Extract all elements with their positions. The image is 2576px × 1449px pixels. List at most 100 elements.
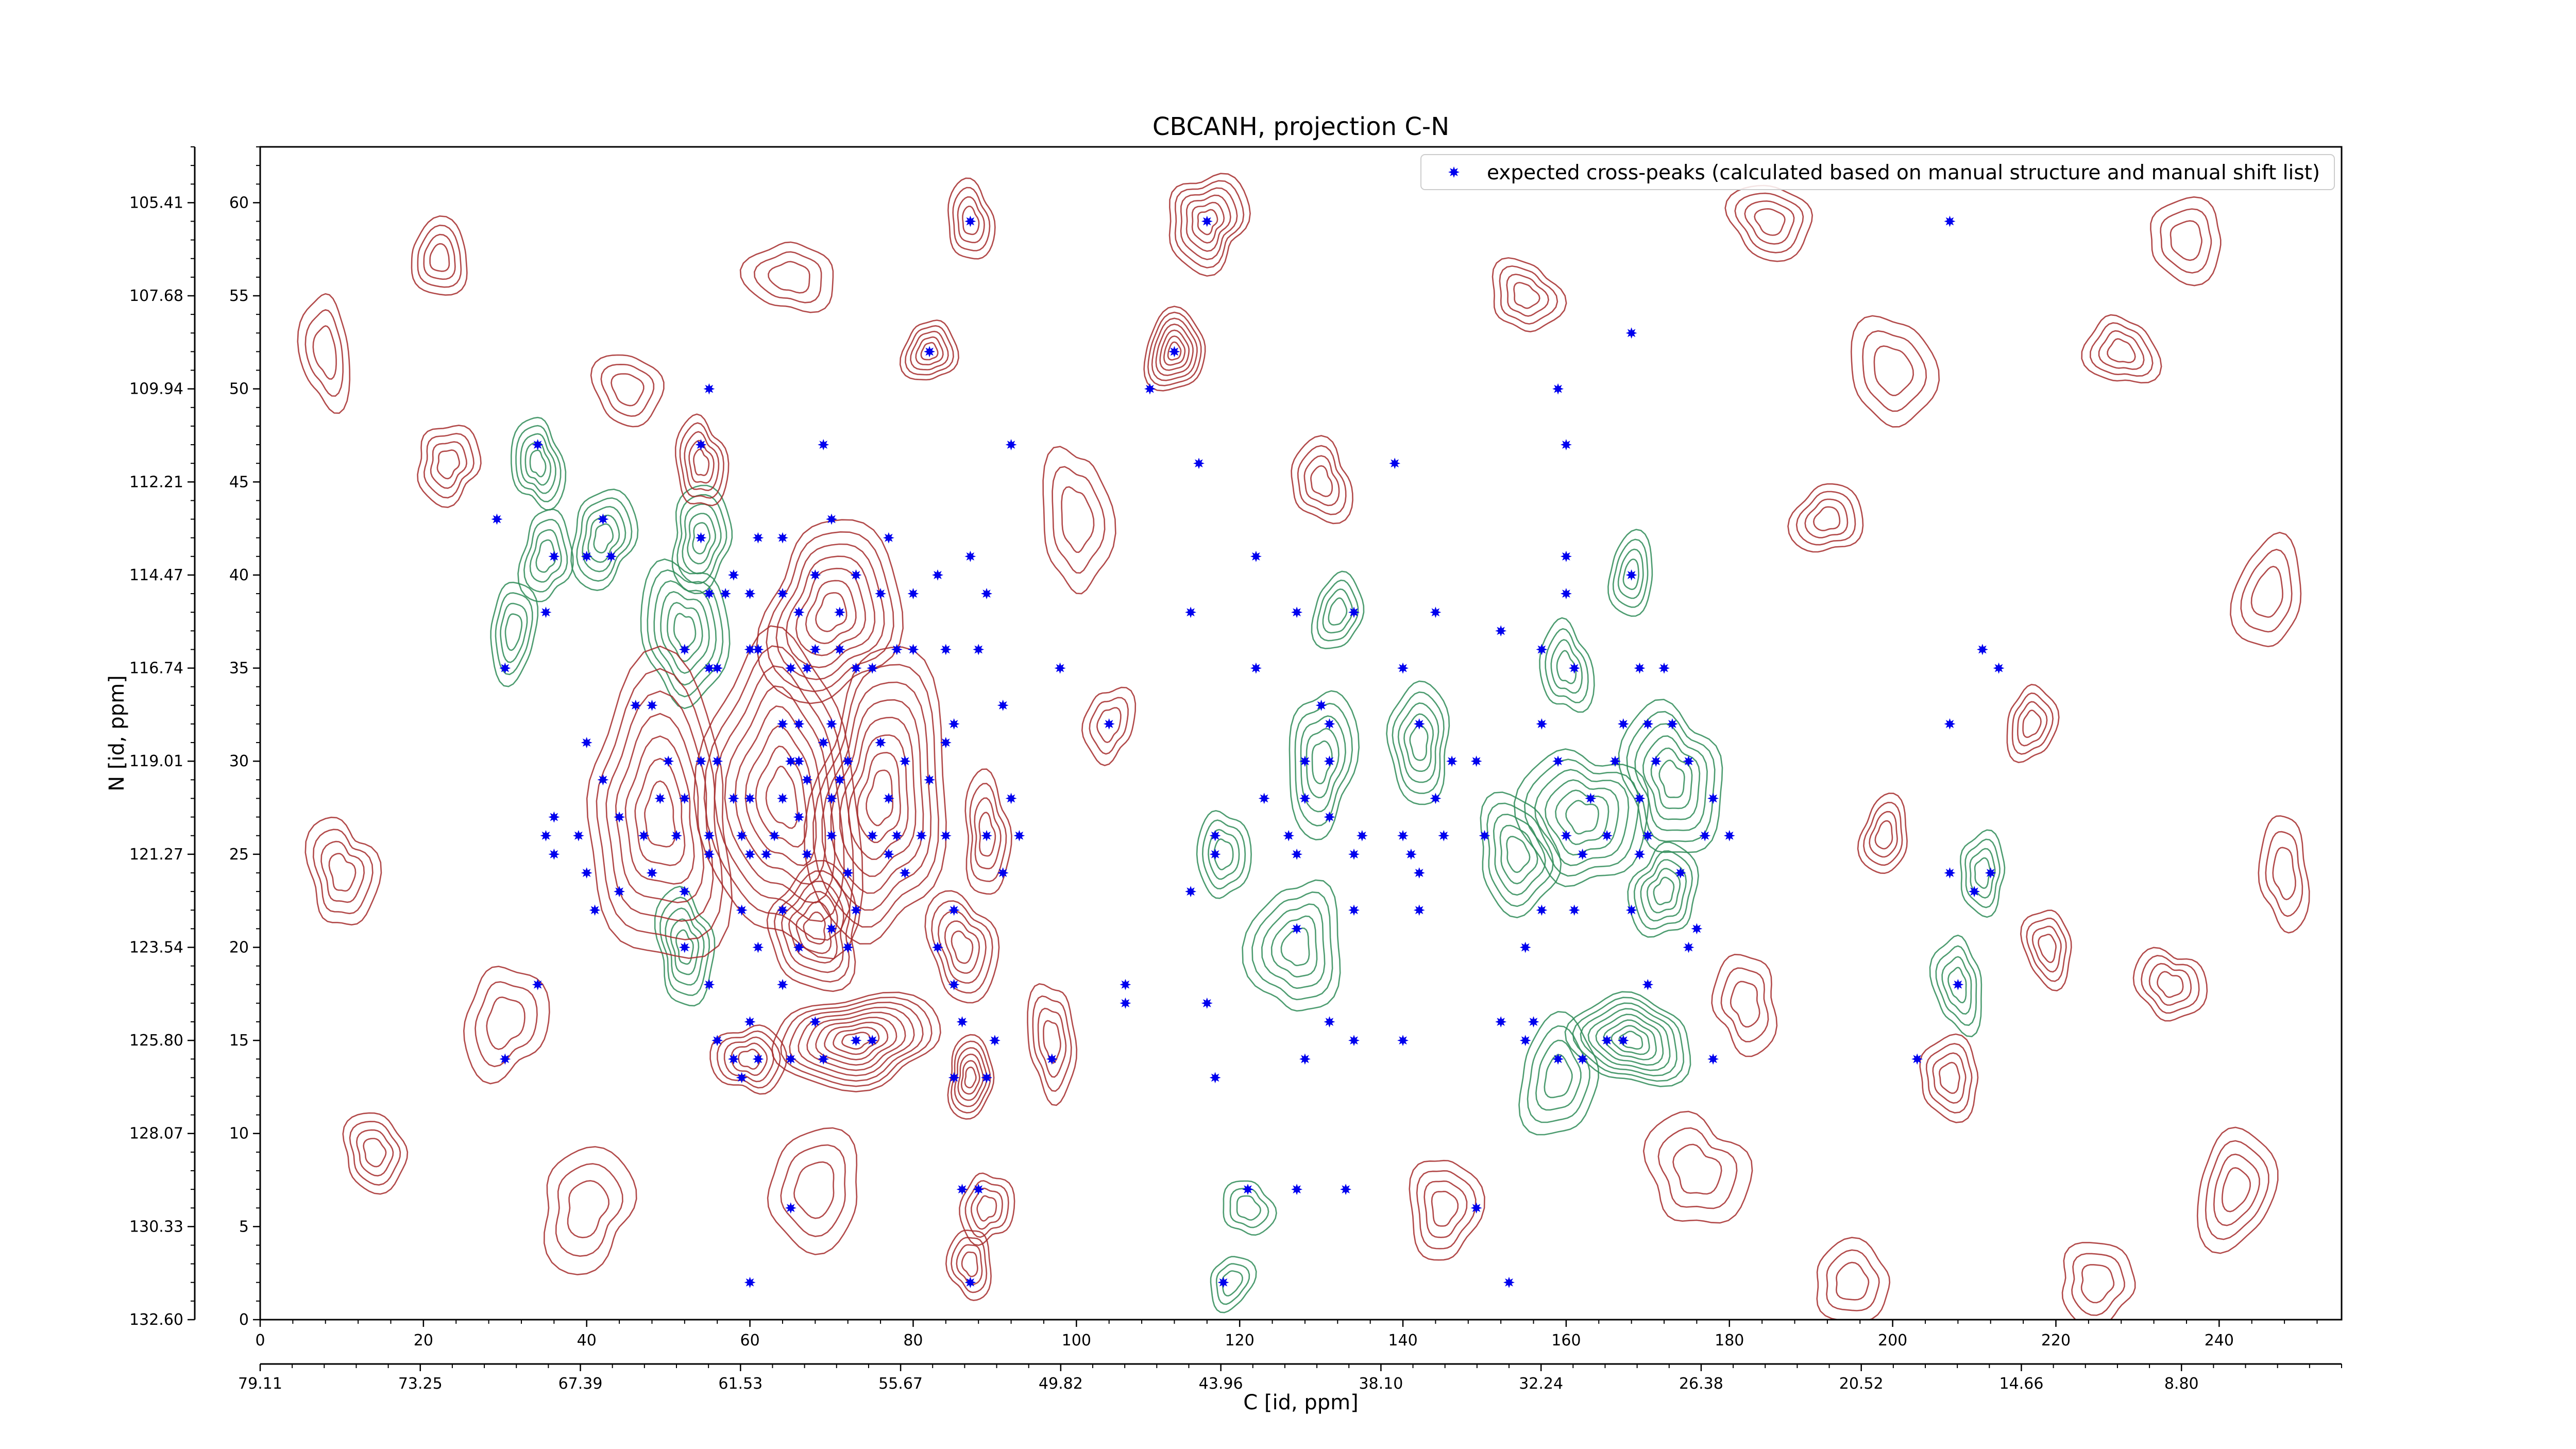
contour-line <box>1297 445 1347 515</box>
contour-line <box>1804 498 1849 538</box>
y-tick-label: 5 <box>239 1218 249 1236</box>
cross-peak-point <box>997 699 1009 711</box>
cross-peak-point <box>548 848 560 860</box>
contour-line <box>785 555 876 668</box>
contour-line <box>328 853 357 892</box>
cross-peak-point <box>703 662 715 674</box>
contour-line <box>517 509 574 602</box>
cross-peak-point <box>736 1072 748 1084</box>
contour-line <box>2011 692 2054 755</box>
contour-line <box>1622 558 1639 591</box>
cross-peak-point <box>1642 718 1654 730</box>
cross-peak-point <box>973 1184 985 1195</box>
cross-peak-point <box>1315 699 1327 711</box>
cross-peak-point <box>867 662 878 674</box>
contour-line <box>1289 690 1360 840</box>
contour-line <box>1812 506 1841 531</box>
y2-tick-label: 107.68 <box>129 287 183 305</box>
cross-peak-point <box>948 979 960 990</box>
contour-line <box>904 325 954 376</box>
contour-line <box>788 890 838 964</box>
contour-line <box>1499 265 1558 325</box>
contour-line <box>693 448 710 476</box>
contour-line <box>2205 1140 2269 1240</box>
x2-tick-label: 38.10 <box>1359 1375 1403 1393</box>
cross-peak-point <box>777 793 788 804</box>
contour-line <box>1223 1180 1277 1236</box>
cross-peak-point <box>818 439 829 450</box>
contour-line <box>1506 836 1531 873</box>
cross-peak-point <box>744 793 756 804</box>
contour-line <box>342 1112 409 1195</box>
x-tick-label: 160 <box>1551 1332 1581 1350</box>
cross-peak-point <box>932 941 943 953</box>
contour-line <box>2250 565 2283 618</box>
contour-line <box>805 580 857 645</box>
contour-line <box>688 440 715 484</box>
cross-peak-point <box>597 774 609 786</box>
contour-line <box>1657 1127 1738 1209</box>
contour-line <box>1873 345 1914 396</box>
contour-line <box>1310 465 1333 497</box>
cross-peak-point <box>663 755 674 767</box>
contour-line <box>1816 1237 1891 1320</box>
y2-tick-label: 125.80 <box>129 1032 183 1050</box>
cross-peak-point <box>1397 830 1409 841</box>
cross-peak-point <box>646 699 658 711</box>
cross-peak-point <box>532 439 544 450</box>
cross-peak-point <box>1430 793 1442 804</box>
cross-peak-point <box>907 588 919 599</box>
cross-peak-point <box>809 644 821 655</box>
cross-peak-point <box>703 830 715 841</box>
cross-peak-point <box>760 848 772 860</box>
secondary-x-axis: 79.11 73.25 67.39 61.53 55.67 49.82 43.96 38.10… <box>238 1363 2342 1393</box>
cross-peak-point <box>818 737 829 749</box>
contour-line <box>1925 1042 1973 1114</box>
cross-peak-point <box>964 1276 976 1288</box>
contour-line <box>1303 455 1340 507</box>
cross-peak-point <box>703 979 715 990</box>
y-tick-label: 30 <box>229 752 249 770</box>
contour-line <box>1229 1188 1269 1228</box>
cross-peak-point <box>1209 830 1221 841</box>
contour-line <box>1646 868 1681 914</box>
contour-line <box>1711 953 1778 1057</box>
contour-line <box>1270 915 1318 978</box>
cross-peak-point <box>956 1016 968 1027</box>
contour-line <box>660 591 710 674</box>
contour-line <box>1539 617 1595 713</box>
cross-peak-point <box>1617 718 1629 730</box>
contour-line <box>2265 831 2303 917</box>
cross-peak-point <box>711 755 723 767</box>
cross-peak-point <box>899 755 911 767</box>
contour-line <box>423 433 474 499</box>
contour-line <box>1311 570 1365 649</box>
contour-line <box>848 734 909 860</box>
cross-peak-point <box>1683 941 1694 953</box>
contour-line <box>543 1146 637 1275</box>
y2-tick-label: 130.33 <box>129 1218 183 1236</box>
contour-line <box>1534 769 1630 866</box>
cross-peak-point <box>1356 830 1368 841</box>
cross-peak-point <box>1340 1184 1352 1195</box>
contour-line <box>304 309 344 397</box>
contour-line <box>1642 735 1701 820</box>
contour-line <box>1151 317 1198 381</box>
contour-line <box>1595 1014 1664 1066</box>
cross-peak-point <box>1609 755 1621 767</box>
contour-line <box>1261 903 1326 989</box>
contour-line <box>423 233 456 280</box>
cross-peak-point <box>711 1035 723 1047</box>
contour-line <box>717 1030 781 1089</box>
contour-line <box>1612 538 1649 608</box>
cross-peak-point <box>671 830 682 841</box>
contour-line <box>1251 891 1333 1001</box>
cross-peak-point <box>883 532 894 544</box>
cross-peak-point <box>499 662 511 674</box>
cross-peak-point <box>1005 439 1017 450</box>
secondary-y-axis: 132.60 130.33 128.07 125.80 123.54 121.27 119.… <box>129 146 196 1329</box>
contour-line <box>944 920 980 974</box>
contour-line <box>1919 1033 1979 1123</box>
cross-peak-point <box>581 737 592 749</box>
cross-peak-point <box>809 1016 821 1027</box>
